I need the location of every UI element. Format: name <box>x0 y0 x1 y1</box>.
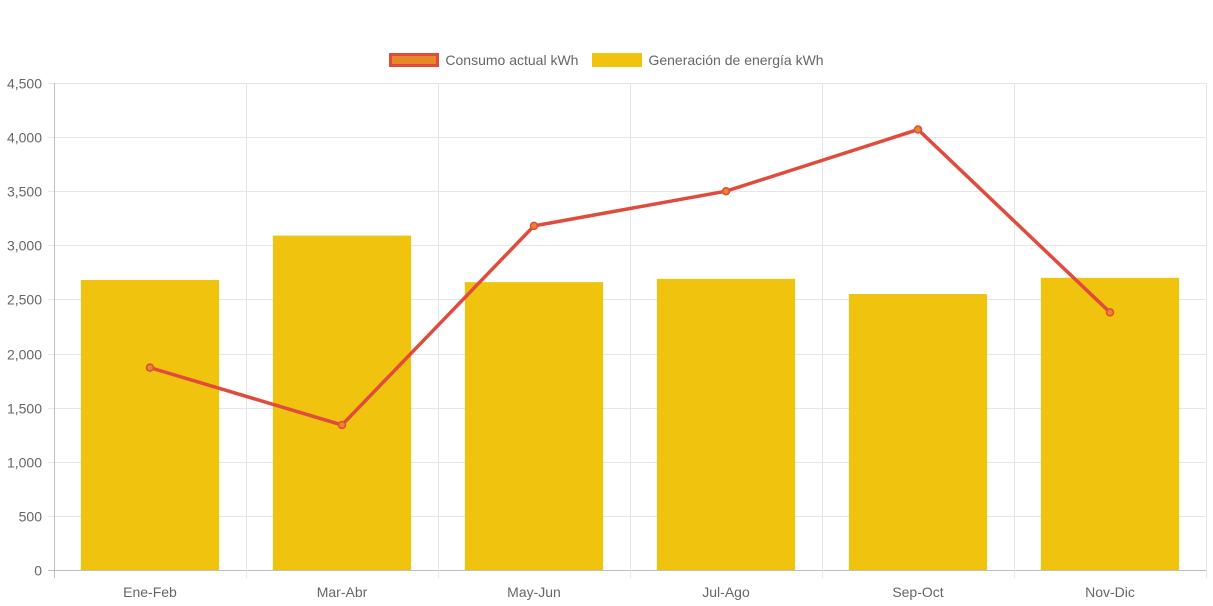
generacion-bar[interactable] <box>464 282 604 570</box>
y-tick-label: 0 <box>34 563 42 579</box>
x-tick-label: Sep-Oct <box>892 584 943 600</box>
generacion-bar[interactable] <box>1040 277 1180 570</box>
y-tick-label: 1,500 <box>7 401 42 417</box>
consumo-point[interactable] <box>529 221 539 231</box>
x-tick-label: Jul-Ago <box>702 584 750 600</box>
legend-label-consumo: Consumo actual kWh <box>445 52 579 68</box>
y-tick-label: 3,500 <box>7 184 42 200</box>
y-tick-label: 1,000 <box>7 455 42 471</box>
consumo-point[interactable] <box>1105 308 1115 317</box>
y-tick-label: 2,500 <box>7 292 42 308</box>
x-tick-label: May-Jun <box>507 584 561 600</box>
y-tick-label: 4,000 <box>7 130 42 146</box>
x-tick-label: Ene-Feb <box>123 584 177 600</box>
consumo-point[interactable] <box>145 363 155 372</box>
legend-label-generacion: Generación de energía kWh <box>648 52 824 68</box>
legend-item-generacion[interactable]: Generación de energía kWh <box>592 52 824 68</box>
consumo-point[interactable] <box>337 420 347 430</box>
y-tick-label: 2,000 <box>7 347 42 363</box>
generacion-bar[interactable] <box>656 278 796 570</box>
consumo-line <box>149 127 1112 427</box>
generacion-bar[interactable] <box>80 279 220 570</box>
legend-swatch-consumo <box>389 53 440 67</box>
y-tick-label: 500 <box>19 509 43 525</box>
y-tick-label: 4,500 <box>7 76 42 92</box>
generacion-bar[interactable] <box>272 235 412 571</box>
consumo-point[interactable] <box>913 125 923 134</box>
legend-item-consumo[interactable]: Consumo actual kWh <box>389 52 578 68</box>
y-tick-label: 3,000 <box>7 238 42 254</box>
generacion-bar[interactable] <box>848 294 988 570</box>
consumo-point[interactable] <box>721 186 731 196</box>
x-tick-label: Mar-Abr <box>317 584 368 600</box>
x-tick-label: Nov-Dic <box>1085 584 1135 600</box>
legend-swatch-generacion <box>592 53 643 67</box>
chart-legend: Consumo actual kWh Generación de energía… <box>0 52 1213 68</box>
